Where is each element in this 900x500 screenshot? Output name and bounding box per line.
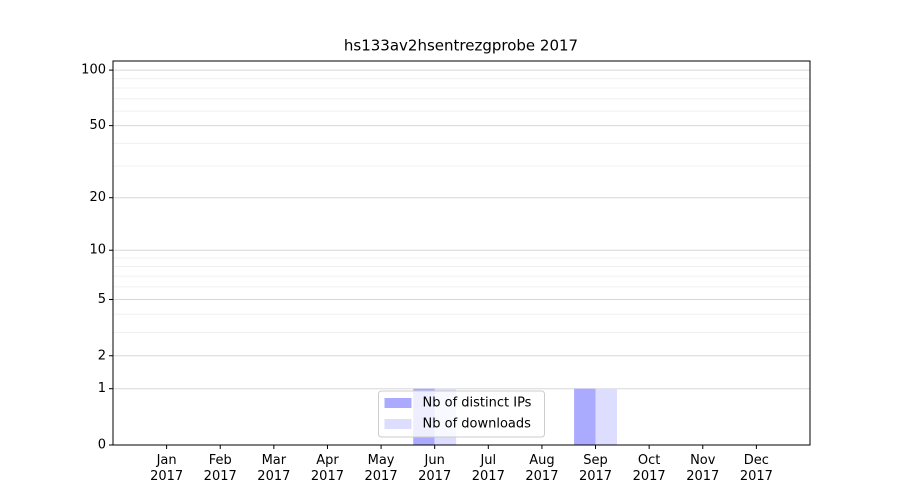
x-tick-label: Sep 2017 xyxy=(578,453,613,484)
x-tick-label: Mar 2017 xyxy=(257,453,291,484)
legend-box xyxy=(378,390,545,438)
x-tick-label: May 2017 xyxy=(364,453,398,484)
x-tick-label: Apr 2017 xyxy=(310,453,344,484)
y-tick-label: 10 xyxy=(89,243,106,258)
x-tick-label: Jul 2017 xyxy=(471,453,505,484)
legend-swatch xyxy=(384,419,412,429)
x-tick-label: Jun 2017 xyxy=(418,453,452,484)
legend-swatch xyxy=(384,398,412,408)
y-tick-label: 20 xyxy=(89,190,106,205)
chart-title: hs133av2hsentrezgprobe 2017 xyxy=(344,37,578,55)
y-tick-label: 0 xyxy=(98,438,106,453)
y-tick-label: 50 xyxy=(89,118,106,133)
bar xyxy=(574,388,596,445)
x-tick-label: Jan 2017 xyxy=(150,453,184,484)
legend: Nb of distinct IPs Nb of downloads xyxy=(378,390,545,438)
plot-frame xyxy=(112,60,811,446)
legend-label: Nb of downloads xyxy=(423,417,532,432)
y-tick-label: 100 xyxy=(81,63,106,78)
x-tick-label: Feb 2017 xyxy=(203,453,237,484)
bar xyxy=(595,388,617,445)
y-tick-label: 2 xyxy=(98,348,106,363)
x-tick-label: Oct 2017 xyxy=(632,453,666,484)
y-tick-label: 1 xyxy=(98,381,106,396)
x-tick-label: Dec 2017 xyxy=(739,453,773,484)
legend-label: Nb of distinct IPs xyxy=(423,396,532,411)
x-tick-label: Aug 2017 xyxy=(525,453,559,484)
y-tick-label: 5 xyxy=(98,292,106,307)
x-tick-label: Nov 2017 xyxy=(686,453,720,484)
